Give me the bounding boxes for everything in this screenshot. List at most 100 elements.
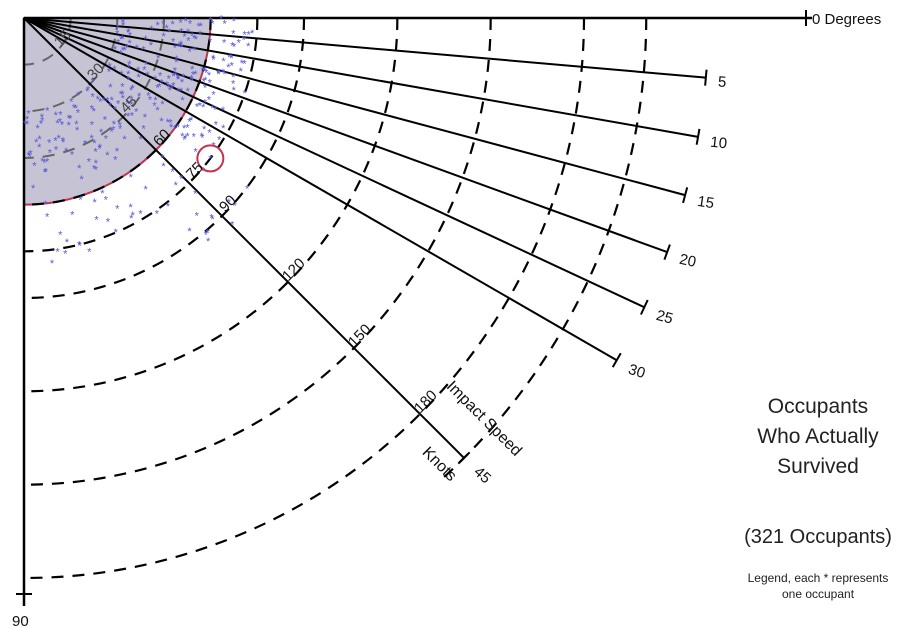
occupant-point: *: [78, 194, 83, 206]
occupant-point: *: [126, 62, 131, 74]
occupant-point: *: [211, 53, 216, 65]
occupant-point: *: [116, 23, 121, 35]
angle-ray-5: [23, 17, 706, 79]
occupant-point: *: [55, 118, 60, 130]
occupant-point: *: [223, 69, 228, 81]
occupant-point: *: [180, 42, 185, 54]
occupant-point: *: [76, 107, 81, 119]
angle-ray-25: [23, 17, 645, 309]
occupant-point: *: [242, 35, 247, 47]
occupant-point: *: [56, 133, 61, 145]
occupant-point: *: [182, 123, 187, 135]
occupant-point: *: [156, 20, 161, 32]
angle-ray-30: [23, 17, 618, 362]
occupant-point: *: [45, 212, 50, 224]
highlighted-point-circle: [196, 144, 225, 173]
occupant-point: *: [232, 42, 237, 54]
radial-axis-unit: Knots: [419, 444, 460, 485]
occupant-point: *: [173, 70, 178, 82]
occupant-point: *: [92, 106, 97, 118]
occupant-point: *: [54, 144, 59, 156]
occupant-point: *: [40, 112, 45, 124]
occupant-point: *: [126, 69, 131, 81]
occupant-point: *: [230, 60, 235, 72]
occupant-point: *: [201, 65, 206, 77]
angle-label-20: 20: [678, 251, 698, 271]
occupant-point: *: [37, 142, 42, 154]
occupant-point: *: [149, 24, 154, 36]
occupant-point: *: [129, 202, 134, 214]
occupant-point: *: [135, 43, 140, 55]
occupant-point: *: [90, 119, 95, 131]
occupant-point: *: [206, 227, 211, 239]
occupant-point: *: [87, 156, 92, 168]
occupant-point: *: [195, 211, 200, 223]
occupant-point: *: [37, 134, 42, 146]
occupant-point: *: [136, 72, 141, 84]
occupant-point: *: [79, 174, 84, 186]
occupant-point: *: [247, 30, 252, 42]
occupant-point: *: [134, 106, 139, 118]
description-line-3: Survived: [777, 455, 859, 478]
occupant-point: *: [173, 123, 178, 135]
occupant-point: *: [207, 128, 212, 140]
occupant-point: *: [39, 118, 44, 130]
occupant-point: *: [179, 86, 184, 98]
occupant-point: *: [67, 113, 72, 125]
occupant-point: *: [167, 27, 172, 39]
occupant-point: *: [104, 134, 109, 146]
occupant-point: *: [105, 150, 110, 162]
occupant-point: *: [206, 236, 211, 248]
occupant-point: *: [116, 37, 121, 49]
occupant-point: *: [243, 88, 248, 100]
occupant-point: *: [161, 161, 166, 173]
occupant-point: *: [26, 108, 31, 120]
occupant-point: *: [98, 142, 103, 154]
speed-label-180: 180: [411, 387, 441, 417]
occupant-point: *: [44, 167, 49, 179]
occupant-point: *: [232, 16, 237, 28]
occupant-point: *: [87, 247, 92, 259]
occupant-point: *: [115, 28, 120, 40]
occupant-point: *: [70, 150, 75, 162]
occupant-point: *: [193, 188, 198, 200]
occupant-point: *: [45, 157, 50, 169]
occupant-point: *: [169, 122, 174, 134]
occupant-point: *: [160, 99, 165, 111]
occupant-point: *: [179, 18, 184, 30]
occupant-point: *: [75, 125, 80, 137]
occupant-point: *: [176, 73, 181, 85]
occupant-point: *: [125, 98, 130, 110]
occupant-point: *: [61, 136, 66, 148]
occupant-point: *: [190, 64, 195, 76]
occupant-point: *: [192, 45, 197, 57]
angle-label-25: 25: [654, 307, 675, 328]
occupant-point: *: [64, 146, 69, 158]
occupant-point: *: [203, 98, 208, 110]
occupant-point: *: [187, 47, 192, 59]
occupant-point: *: [191, 70, 196, 82]
occupant-point: *: [166, 201, 171, 213]
occupant-point: *: [179, 173, 184, 185]
occupant-point: *: [186, 27, 191, 39]
occupant-point: *: [155, 82, 160, 94]
occupant-point: *: [129, 172, 134, 184]
occupant-point: *: [121, 17, 126, 29]
occupant-point: *: [109, 127, 114, 139]
occupant-point: *: [32, 160, 37, 172]
occupant-point: *: [204, 230, 209, 242]
occupant-point: *: [40, 156, 45, 168]
angle-tick-15: [682, 187, 689, 204]
angle-label-0: 0 Degrees: [812, 11, 881, 28]
occupant-point: *: [92, 197, 97, 209]
occupant-point: *: [226, 62, 231, 74]
occupant-point: *: [148, 95, 153, 107]
occupant-point: *: [245, 184, 250, 196]
occupant-point: *: [107, 61, 112, 73]
occupant-point: *: [176, 41, 181, 53]
occupant-point: *: [207, 70, 212, 82]
occupant-point: *: [199, 21, 204, 33]
occupant-point: *: [91, 92, 96, 104]
occupant-point: *: [159, 116, 164, 128]
occupant-point: *: [204, 68, 209, 80]
